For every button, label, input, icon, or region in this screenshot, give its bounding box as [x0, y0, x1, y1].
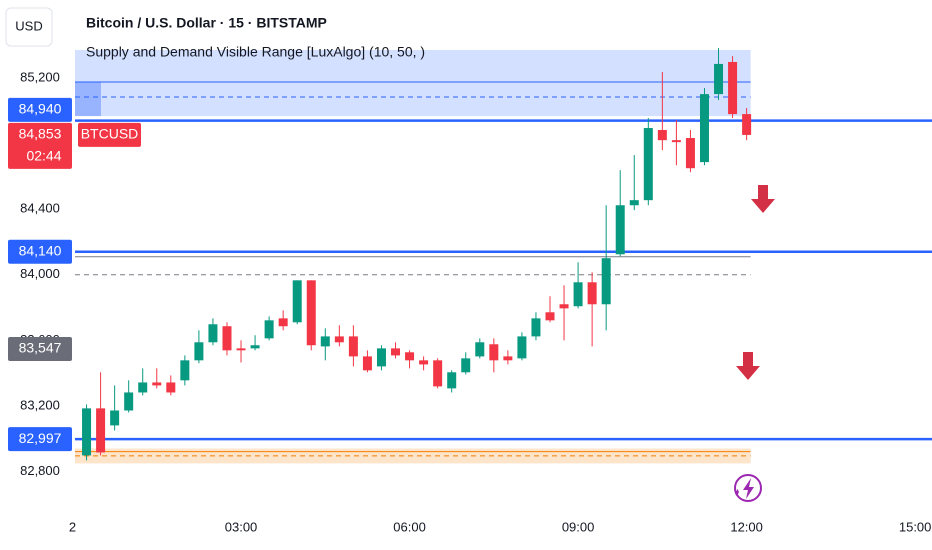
candle-body [615, 205, 625, 255]
candle-body [714, 63, 724, 95]
lightning-bolt [743, 478, 754, 499]
candle-body [236, 348, 246, 351]
candle-body [222, 326, 232, 351]
countdown: 02:44 [26, 148, 61, 164]
down-arrow [736, 352, 760, 380]
candle-body [489, 344, 499, 361]
x-tick-label: 06:00 [393, 519, 426, 534]
candle-body [250, 345, 260, 349]
currency[interactable]: USD [15, 18, 42, 33]
price-label-box [8, 122, 72, 169]
candle-body [405, 352, 415, 361]
candle-body [475, 342, 485, 357]
candle-body [362, 356, 372, 371]
candle-body [96, 408, 106, 453]
x-tick-label: 03:00 [225, 519, 258, 534]
price-label: 84,940 [19, 101, 62, 117]
indicator-name: Supply and Demand Visible Range [LuxAlgo… [86, 44, 425, 60]
candle-body [433, 360, 443, 387]
y-tick-label: 82,800 [20, 463, 60, 478]
symbol-label: BTCUSD [81, 126, 139, 142]
background-layer: 85,20084,40084,00083,60083,20082,800203:… [20, 50, 932, 534]
x-tick-label: 15:00 [899, 519, 932, 534]
candle-body [264, 320, 274, 339]
candle-body [559, 304, 569, 309]
supply-zone [75, 50, 751, 117]
candle-body [447, 372, 457, 389]
y-tick-label: 85,200 [20, 69, 60, 84]
candle-body [573, 282, 583, 307]
price-label-box [8, 239, 72, 264]
candle-body [306, 280, 316, 346]
lightning-icon[interactable] [734, 474, 762, 502]
candle-body [292, 280, 302, 323]
candle-body [348, 336, 358, 357]
candle-body [278, 318, 288, 327]
candle-body [376, 348, 386, 367]
x-tick-label: 09:00 [562, 519, 595, 534]
candle-body [629, 200, 639, 206]
price-label-box [8, 427, 72, 452]
currency-box[interactable] [5, 7, 53, 47]
y-tick-label: 84,000 [20, 266, 60, 281]
price-label-box [8, 97, 72, 122]
candle-body [671, 140, 681, 143]
candles-layer [82, 48, 752, 461]
price-label: 82,997 [19, 430, 62, 446]
symbol-box [78, 122, 141, 147]
candle-body [320, 336, 330, 347]
x-tick-label: 2 [69, 519, 76, 534]
candle-body [152, 382, 162, 386]
price-label: 84,853 [19, 126, 62, 142]
candle-body [728, 61, 738, 115]
candle-body [699, 94, 709, 163]
sparkle [736, 489, 739, 495]
labels-layer: USD Bitcoin / U.S. Dollar · 15 · BITSTAM… [5, 7, 775, 502]
y-tick-label: 84,400 [20, 201, 60, 216]
candle-body [208, 324, 218, 343]
candle-body [124, 392, 134, 411]
candle-body [545, 312, 555, 321]
y-tick-label: 83,200 [20, 397, 60, 412]
candle-body [531, 318, 541, 337]
chart-title: Bitcoin / U.S. Dollar · 15 · BITSTAMP [86, 15, 327, 31]
candle-body [334, 336, 344, 343]
price-label-box [8, 337, 72, 362]
candle-body [503, 356, 513, 361]
candle-body [643, 128, 653, 201]
candle-body [517, 336, 527, 359]
candle-body [419, 360, 429, 365]
candle-body [742, 114, 752, 135]
candle-body [166, 382, 176, 393]
candle-body [180, 360, 190, 381]
candle-body [110, 410, 120, 426]
down-arrow [751, 185, 775, 213]
candle-body [685, 138, 695, 169]
candle-body [601, 258, 611, 305]
candle-body [461, 358, 471, 373]
candle-body [391, 348, 401, 356]
candle-body [194, 342, 204, 361]
price-label: 84,140 [19, 243, 62, 259]
candle-body [82, 408, 92, 456]
candle-body [657, 130, 667, 141]
candle-body [138, 382, 148, 393]
supply-zone-edge [75, 81, 101, 117]
candle-body [587, 282, 597, 305]
price-label: 83,547 [19, 340, 62, 356]
x-tick-label: 12:00 [730, 519, 763, 534]
